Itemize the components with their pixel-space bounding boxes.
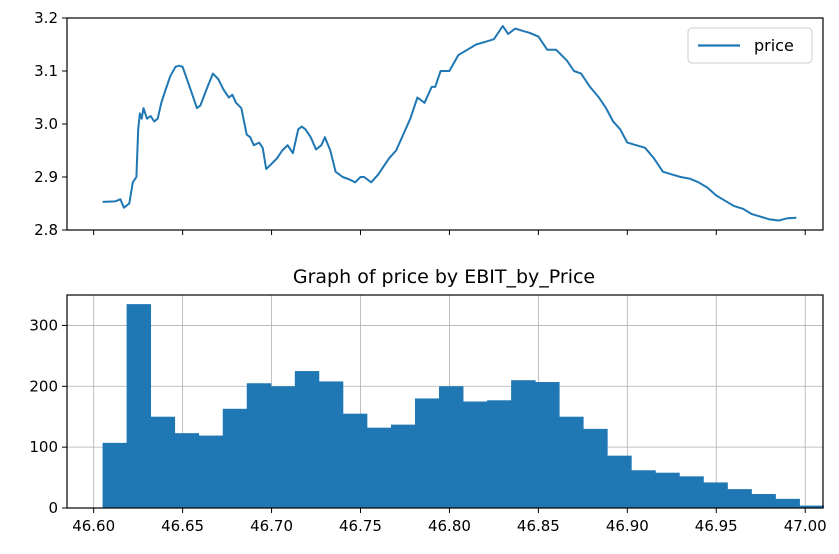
line-chart-frame [66, 17, 824, 231]
histogram-bar [559, 416, 584, 508]
y-tick-label: 100 [29, 438, 58, 456]
y-tick-label: 3.0 [34, 115, 58, 133]
histogram-panel: Graph of price by EBIT_by_Price 0 100 200 3… [29, 266, 826, 535]
line-chart-series [102, 25, 797, 222]
y-tick-label: 0 [48, 499, 58, 517]
histogram-bar [655, 472, 680, 508]
x-tick-label: 46.90 [606, 517, 649, 535]
histogram-bar [318, 381, 344, 508]
series-line-price [102, 25, 797, 222]
histogram-bar [607, 455, 632, 508]
histogram-bars [102, 304, 824, 508]
line-chart-x-ticks [93, 230, 806, 235]
legend: price [687, 27, 813, 64]
histogram-x-ticks: 46.60 46.65 46.70 46.75 46.80 46.85 46.90 46.95… [72, 508, 827, 535]
histogram-bar [487, 400, 512, 508]
histogram-bar [342, 413, 368, 508]
x-tick-label: 46.70 [250, 517, 293, 535]
histogram-bar [775, 498, 800, 508]
histogram-bar [198, 435, 224, 508]
histogram-bar [222, 408, 248, 508]
legend-box [687, 27, 813, 64]
x-tick-label: 46.80 [428, 517, 471, 535]
x-tick-label: 46.75 [339, 517, 382, 535]
histogram-bar [414, 398, 440, 508]
histogram-bar [102, 442, 128, 508]
histogram-bar [727, 489, 752, 508]
histogram-bar [174, 433, 200, 508]
histogram-bar [535, 382, 560, 508]
x-tick-label: 46.95 [695, 517, 738, 535]
x-tick-label: 47.00 [784, 517, 827, 535]
legend-label-price: price [754, 36, 794, 55]
histogram-bar [270, 386, 296, 508]
histogram-bar [150, 416, 176, 508]
histogram-bar [390, 424, 416, 508]
histogram-bar [246, 383, 272, 508]
histogram-bar [463, 401, 488, 508]
y-tick-label: 3.2 [34, 9, 58, 27]
x-tick-label: 46.65 [161, 517, 204, 535]
histogram-bar [799, 505, 824, 508]
histogram-bar [126, 304, 152, 508]
y-tick-label: 200 [29, 377, 58, 395]
x-tick-label: 46.85 [517, 517, 560, 535]
histogram-frame [66, 294, 824, 509]
histogram-bar [511, 380, 536, 508]
histogram-bar [583, 428, 608, 508]
histogram-bar [703, 482, 728, 508]
y-tick-label: 3.1 [34, 62, 58, 80]
y-tick-label: 300 [29, 316, 58, 334]
y-tick-label: 2.8 [34, 221, 58, 239]
y-tick-label: 2.9 [34, 168, 58, 186]
histogram-bar [439, 386, 464, 508]
histogram-bar [751, 494, 776, 508]
histogram-bar [366, 427, 392, 508]
line-chart-y-ticks: 2.8 2.9 3.0 3.1 3.2 [34, 9, 67, 239]
histogram-bar [631, 470, 656, 508]
line-chart-panel: 2.8 2.9 3.0 3.1 3.2 price [34, 9, 824, 239]
histogram-y-ticks: 0 100 200 300 [29, 316, 67, 517]
histogram-title: Graph of price by EBIT_by_Price [293, 266, 595, 288]
x-tick-label: 46.60 [72, 517, 115, 535]
histogram-bar [294, 371, 320, 508]
histogram-bar [679, 476, 704, 508]
